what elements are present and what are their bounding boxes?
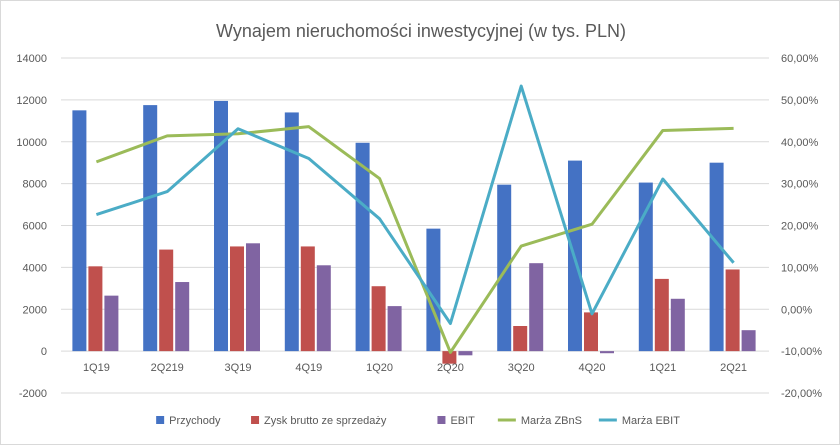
right-tick-label: 50,00% <box>781 95 819 107</box>
bar <box>88 266 103 352</box>
left-tick-label: 4000 <box>23 262 47 274</box>
bar <box>584 312 598 352</box>
bar <box>246 243 260 352</box>
bar <box>230 246 244 352</box>
bar <box>741 330 756 352</box>
right-tick-label: 40,00% <box>781 137 819 149</box>
category-label: 2Q20 <box>437 362 464 374</box>
category-label: 4Q19 <box>295 362 322 374</box>
legend-label: Marża EBIT <box>622 415 680 427</box>
category-label: 3Q20 <box>508 362 535 374</box>
legend-swatch <box>437 416 446 424</box>
category-label: 2Q21 <box>720 362 747 374</box>
bar <box>104 295 119 352</box>
bar <box>387 306 402 352</box>
series-line <box>95 125 734 354</box>
bar <box>709 162 724 352</box>
right-tick-label: 0,00% <box>781 304 812 316</box>
left-tick-label: 14000 <box>16 53 47 65</box>
category-label: 1Q21 <box>649 362 676 374</box>
left-axis-ticks: -2000 0 2000 4000 6000 8000 10000 12000 14000 <box>16 53 47 400</box>
left-tick-label: 0 <box>41 346 47 358</box>
bar <box>72 110 87 352</box>
left-tick-label: 6000 <box>23 221 47 233</box>
left-tick-label: 10000 <box>16 137 47 149</box>
bar-marks <box>72 100 756 364</box>
bar <box>725 269 740 352</box>
bar <box>175 282 190 352</box>
category-label: 1Q20 <box>366 362 393 374</box>
category-labels: 1Q19 2Q219 3Q19 4Q19 1Q20 2Q20 3Q20 4Q20 1Q21 2Q2… <box>83 362 747 374</box>
category-label: 4Q20 <box>579 362 606 374</box>
category-label: 2Q219 <box>151 362 184 374</box>
legend-swatch <box>156 416 165 424</box>
legend-label: Przychody <box>169 415 221 427</box>
left-tick-label: 2000 <box>23 304 47 316</box>
series-line <box>95 84 735 325</box>
right-tick-label: 20,00% <box>781 221 819 233</box>
bar <box>497 184 512 352</box>
category-label: 1Q19 <box>83 362 110 374</box>
left-tick-label: -2000 <box>19 388 47 400</box>
legend-label: EBIT <box>450 415 475 427</box>
legend-swatch <box>251 416 260 424</box>
bar <box>529 263 544 352</box>
bar <box>442 351 457 364</box>
line-marks <box>95 84 735 354</box>
bar <box>600 351 614 354</box>
category-label: 3Q19 <box>225 362 252 374</box>
right-tick-label: -20,00% <box>781 388 822 400</box>
bar <box>214 100 228 352</box>
bar <box>300 246 315 352</box>
left-tick-label: 12000 <box>16 95 47 107</box>
legend-label: Zysk brutto ze sprzedaży <box>264 415 387 427</box>
bar <box>654 278 669 352</box>
bar <box>371 286 386 352</box>
legend-label: Marża ZBnS <box>521 415 582 427</box>
left-tick-label: 8000 <box>23 179 47 191</box>
right-axis-ticks: -20,00% -10,00% 0,00% 10,00% 20,00% 30,00% 40,… <box>781 53 822 400</box>
bar <box>513 326 528 352</box>
right-tick-label: 60,00% <box>781 53 819 65</box>
bar <box>143 105 158 352</box>
bar <box>316 265 331 352</box>
bar <box>670 298 685 352</box>
right-tick-label: -10,00% <box>781 346 822 358</box>
bar <box>638 182 653 352</box>
right-tick-label: 10,00% <box>781 262 819 274</box>
bar <box>284 112 299 352</box>
right-tick-label: 30,00% <box>781 179 819 191</box>
legend: Przychody Zysk brutto ze sprzedaży EBIT Mar… <box>156 415 680 427</box>
chart-title: Wynajem nieruchomości inwestycyjnej (w t… <box>216 21 626 41</box>
bar <box>355 142 370 352</box>
bar <box>159 249 174 352</box>
bar <box>458 351 473 356</box>
